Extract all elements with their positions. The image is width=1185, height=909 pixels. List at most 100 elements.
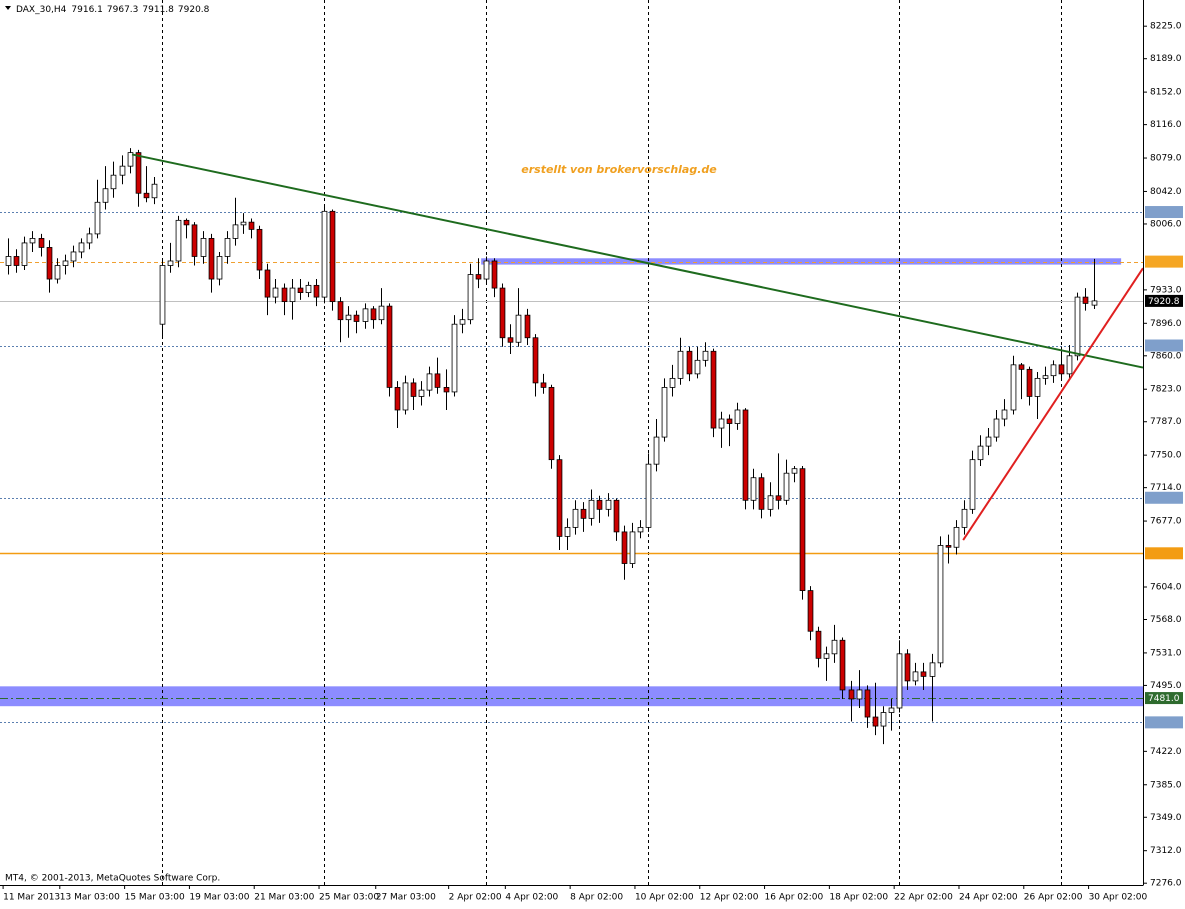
candle-body — [564, 526, 571, 537]
candle-body — [70, 251, 77, 262]
menu-arrow[interactable] — [5, 6, 11, 10]
candle-body — [977, 445, 984, 461]
y-tick-label: 7385.0 — [1150, 780, 1182, 790]
candle-body — [5, 256, 12, 266]
x-tick-label: 22 Apr 02:00 — [894, 893, 953, 903]
candle-body — [46, 247, 53, 280]
candle-body — [434, 373, 441, 388]
x-tick-label: 10 Apr 02:00 — [635, 893, 694, 903]
low: 7911.8 — [142, 5, 174, 15]
candle-body — [839, 639, 846, 691]
candle-body — [1082, 296, 1089, 304]
candle-body — [143, 192, 150, 199]
candle-body — [337, 301, 344, 321]
candle-body — [945, 545, 952, 548]
candle-body — [321, 210, 328, 298]
candle-body — [183, 219, 190, 226]
y-tick-label: 7495.0 — [1150, 681, 1182, 691]
candle-body — [175, 219, 182, 262]
x-tick-label: 13 Mar 03:00 — [60, 893, 120, 903]
candle-body — [767, 495, 774, 510]
candle-body — [799, 468, 806, 592]
candle-body — [1074, 296, 1081, 357]
candle-body — [669, 377, 676, 388]
candle-body — [532, 337, 539, 384]
candle-body — [54, 265, 61, 280]
trendline — [131, 153, 1144, 369]
candle-body — [831, 639, 838, 655]
candle-body — [605, 499, 612, 510]
y-tick-label: 8225.0 — [1150, 22, 1182, 32]
candle-body — [370, 308, 377, 321]
candle-body — [1018, 364, 1025, 370]
x-tick-label: 30 Apr 02:00 — [1089, 893, 1148, 903]
candle-body — [224, 238, 231, 257]
y-tick-label: 8079.0 — [1150, 154, 1182, 164]
candle-body — [78, 242, 85, 253]
candle-body — [1010, 364, 1017, 411]
candle-body — [807, 590, 814, 632]
candle-body — [127, 152, 134, 167]
candle-body — [580, 508, 587, 519]
candle-body — [937, 545, 944, 664]
candle-body — [451, 323, 458, 393]
candle-body — [426, 373, 433, 391]
candle-body — [507, 337, 514, 343]
candle-body — [272, 287, 279, 298]
y-tick-label: 7568.0 — [1150, 615, 1182, 625]
candle-body — [232, 224, 239, 239]
y-tick-label: 7714.0 — [1150, 483, 1182, 493]
y-tick-label: 7349.0 — [1150, 813, 1182, 823]
candle-body — [993, 418, 1000, 438]
candle-body — [394, 387, 401, 411]
price-tag — [1145, 716, 1183, 729]
candle-body — [969, 459, 976, 510]
candle-body — [281, 287, 288, 303]
y-tick-label: 8189.0 — [1150, 54, 1182, 64]
candle-body — [904, 653, 911, 682]
candle-body — [305, 284, 312, 293]
trendline — [962, 267, 1144, 541]
candle-body — [208, 238, 215, 280]
candle-body — [362, 308, 369, 322]
candle-body — [240, 221, 247, 226]
candle-body — [750, 477, 757, 501]
candle-body — [1066, 355, 1073, 375]
candle-body — [297, 287, 304, 293]
price-tag — [1145, 547, 1183, 560]
candle-body — [191, 224, 198, 257]
candle-body — [515, 314, 522, 343]
price-tag — [1145, 294, 1183, 307]
candle-body — [378, 305, 385, 321]
candle-body — [588, 499, 595, 519]
watermark: erstellt von brokervorschlag.de — [521, 163, 717, 176]
x-tick-label: 19 Mar 03:00 — [189, 893, 249, 903]
candle-body — [418, 389, 425, 397]
candle-body — [248, 221, 255, 230]
candle-body — [1058, 364, 1065, 375]
x-tick-label: 27 Mar 03:00 — [376, 893, 436, 903]
candle-body — [21, 242, 28, 266]
candle-body — [62, 260, 69, 266]
candle-body — [491, 260, 498, 289]
candle-body — [621, 531, 628, 564]
candle-body — [38, 238, 45, 248]
candle-body — [985, 436, 992, 447]
candle-body — [613, 499, 620, 533]
candle-body — [694, 359, 701, 375]
candle-body — [135, 152, 142, 194]
copyright: MT4, © 2001-2013, MetaQuotes Software Co… — [5, 874, 220, 884]
candle-body — [483, 260, 490, 280]
price-tag-label: 7481.0 — [1148, 694, 1180, 704]
candle-body — [216, 256, 223, 280]
candle-body — [718, 418, 725, 429]
candle-body — [29, 238, 36, 244]
high: 7967.3 — [107, 5, 139, 15]
candle-body — [119, 165, 126, 176]
candle-body — [353, 314, 360, 322]
open: 7916.1 — [71, 5, 103, 15]
plot-candles — [5, 148, 1098, 745]
candle-body — [686, 350, 693, 375]
candle-body — [742, 409, 749, 501]
candle-body — [256, 228, 263, 271]
